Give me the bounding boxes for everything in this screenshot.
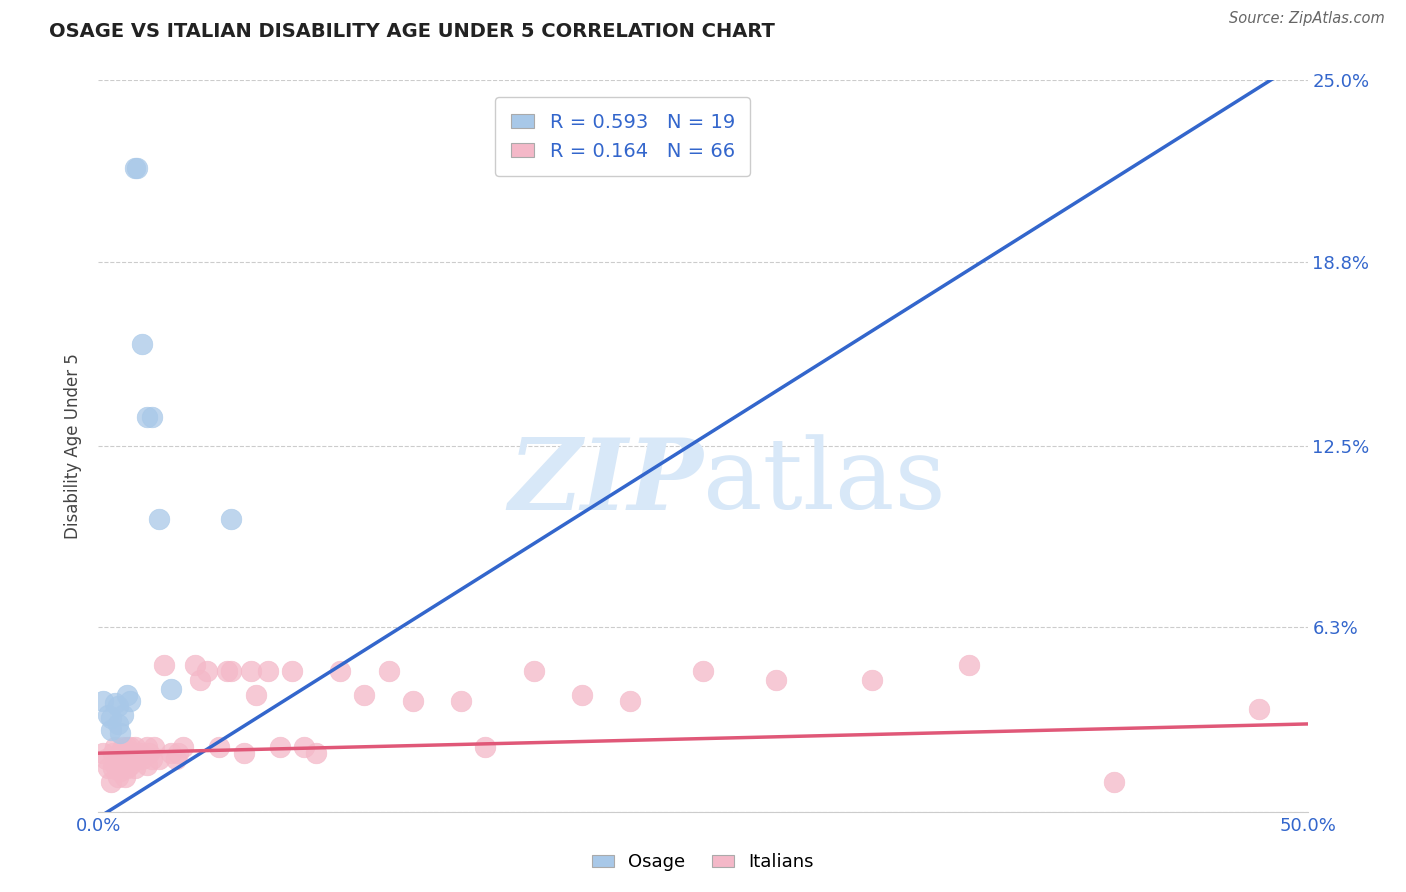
Point xyxy=(165,752,187,766)
Point xyxy=(101,746,124,760)
Point xyxy=(100,775,122,789)
Point xyxy=(117,688,139,702)
Point xyxy=(571,688,593,702)
Point xyxy=(117,740,139,755)
Point xyxy=(121,746,143,760)
Point xyxy=(127,752,149,766)
Point xyxy=(167,746,190,760)
Legend: R = 0.593   N = 19, R = 0.164   N = 66: R = 0.593 N = 19, R = 0.164 N = 66 xyxy=(495,97,751,176)
Point xyxy=(135,409,157,424)
Point xyxy=(104,740,127,755)
Point xyxy=(108,764,131,778)
Point xyxy=(305,746,328,760)
Point xyxy=(107,717,129,731)
Point xyxy=(450,693,472,707)
Point xyxy=(118,758,141,772)
Point xyxy=(160,681,183,696)
Point xyxy=(402,693,425,707)
Point xyxy=(111,740,134,755)
Point xyxy=(135,758,157,772)
Point xyxy=(94,752,117,766)
Point xyxy=(221,512,243,526)
Point xyxy=(107,752,129,766)
Point xyxy=(107,770,129,784)
Point xyxy=(860,673,883,687)
Point xyxy=(256,665,278,679)
Point xyxy=(114,746,136,760)
Point xyxy=(281,665,304,679)
Point xyxy=(239,665,262,679)
Point xyxy=(128,746,150,760)
Point xyxy=(523,665,546,679)
Point xyxy=(765,673,787,687)
Point xyxy=(353,688,375,702)
Text: Source: ZipAtlas.com: Source: ZipAtlas.com xyxy=(1229,11,1385,26)
Point xyxy=(108,746,131,760)
Point xyxy=(124,740,146,755)
Legend: Osage, Italians: Osage, Italians xyxy=(585,847,821,879)
Point xyxy=(143,740,166,755)
Point xyxy=(97,708,120,723)
Point xyxy=(208,740,231,755)
Text: OSAGE VS ITALIAN DISABILITY AGE UNDER 5 CORRELATION CHART: OSAGE VS ITALIAN DISABILITY AGE UNDER 5 … xyxy=(49,22,775,41)
Point xyxy=(135,740,157,755)
Point xyxy=(108,725,131,739)
Point xyxy=(232,746,254,760)
Point xyxy=(100,723,122,737)
Point xyxy=(118,693,141,707)
Point xyxy=(957,658,980,673)
Point xyxy=(131,336,153,351)
Point xyxy=(104,758,127,772)
Point xyxy=(188,673,211,687)
Point xyxy=(619,693,641,707)
Point xyxy=(141,752,163,766)
Point xyxy=(111,758,134,772)
Point xyxy=(172,740,194,755)
Point xyxy=(91,746,114,760)
Point xyxy=(141,409,163,424)
Point xyxy=(101,761,124,775)
Point xyxy=(91,693,114,707)
Point xyxy=(377,665,399,679)
Point xyxy=(292,740,315,755)
Point xyxy=(245,688,267,702)
Point xyxy=(114,770,136,784)
Point xyxy=(100,711,122,725)
Point xyxy=(195,665,218,679)
Point xyxy=(124,761,146,775)
Point xyxy=(152,658,174,673)
Point xyxy=(148,752,170,766)
Point xyxy=(269,740,291,755)
Point xyxy=(111,708,134,723)
Point xyxy=(124,161,146,175)
Point xyxy=(127,161,149,175)
Y-axis label: Disability Age Under 5: Disability Age Under 5 xyxy=(65,353,83,539)
Point xyxy=(221,665,243,679)
Point xyxy=(215,665,238,679)
Text: atlas: atlas xyxy=(703,434,946,531)
Point xyxy=(107,699,129,714)
Point xyxy=(1102,775,1125,789)
Point xyxy=(131,752,153,766)
Point xyxy=(692,665,714,679)
Point xyxy=(97,761,120,775)
Text: ZIP: ZIP xyxy=(508,434,703,531)
Point xyxy=(184,658,207,673)
Point xyxy=(1249,702,1271,716)
Point xyxy=(160,746,183,760)
Point xyxy=(117,761,139,775)
Point xyxy=(474,740,496,755)
Point xyxy=(118,740,141,755)
Point xyxy=(104,697,127,711)
Point xyxy=(148,512,170,526)
Point xyxy=(329,665,352,679)
Point xyxy=(138,746,160,760)
